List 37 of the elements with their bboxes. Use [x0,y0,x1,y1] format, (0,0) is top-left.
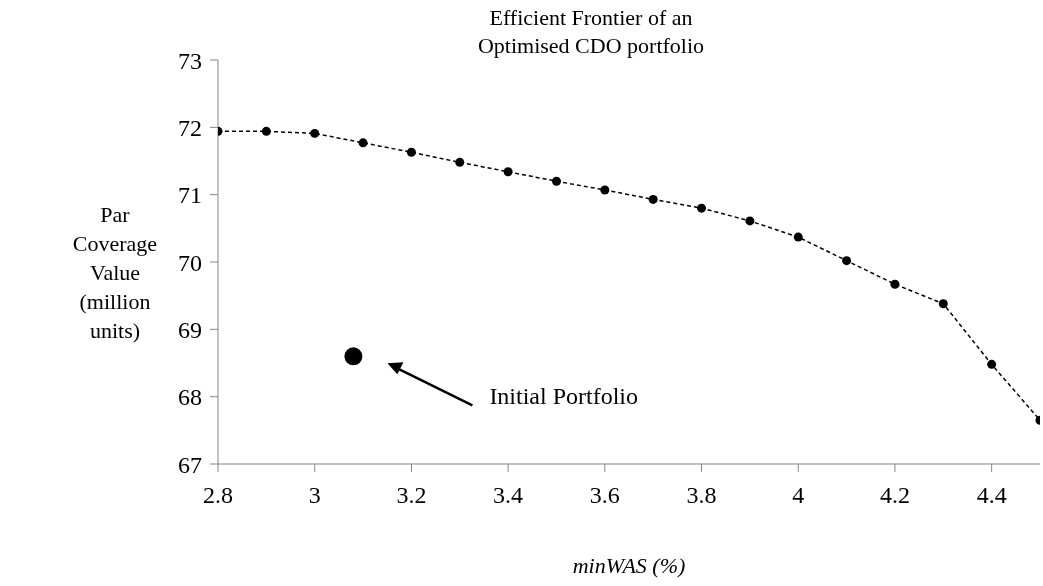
point [503,167,513,177]
point [745,216,755,226]
x-tick-label: 3.6 [589,482,620,509]
x-tick-label: 3.2 [396,482,427,509]
point [793,232,803,242]
y-tick-label: 72 [178,114,202,141]
chart-title: Efficient Frontier of an Optimised CDO portfolio [476,4,706,60]
point [261,126,271,136]
y-tick-label: 68 [178,384,202,411]
x-axis-title: minWAS (%) [571,553,687,579]
point [551,176,561,186]
point [842,256,852,266]
y-tick-label: 71 [178,182,202,209]
point [455,157,465,167]
y-axis-title: Par Coverage Value (million units) [71,201,159,345]
y-tick-label: 69 [178,316,202,343]
y-tick-label: 73 [178,47,202,74]
point [697,203,707,213]
x-tick-label: 4.4 [976,482,1007,509]
y-tick-label: 67 [178,451,202,478]
x-tick-label: 4.2 [879,482,910,509]
point [358,138,368,148]
point [600,185,610,195]
x-tick-label: 4 [792,482,805,509]
point [648,194,658,204]
point [344,347,363,366]
point [890,279,900,289]
annotation: Initial Portfolio [489,383,639,410]
y-tick-label: 70 [178,249,202,276]
x-tick-label: 2.8 [203,482,233,509]
x-tick-label: 3 [308,482,321,509]
point [406,147,416,157]
point [938,299,948,309]
x-tick-label: 3.4 [493,482,524,509]
x-tick-label: 3.8 [686,482,717,509]
point [310,128,320,138]
point [987,359,997,369]
